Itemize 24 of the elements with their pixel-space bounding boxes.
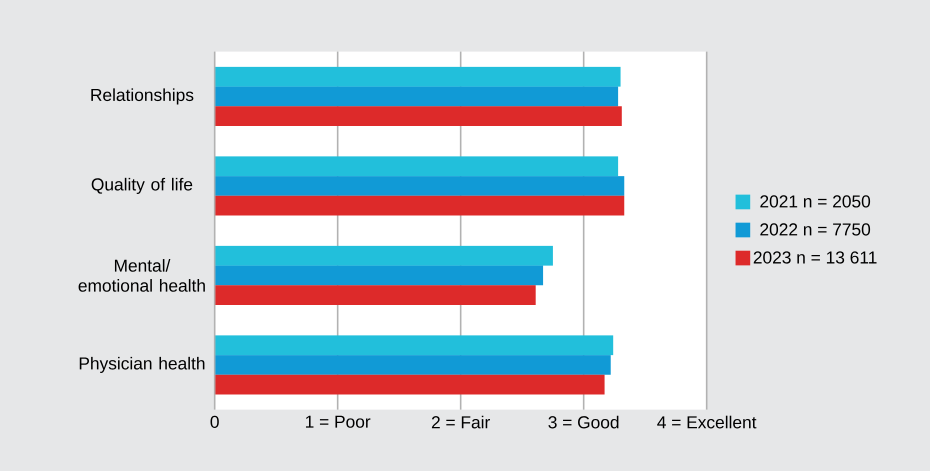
legend-label: 2022 n = 7750 [760,223,870,236]
bar [214,266,544,286]
y-tick-label: Relationships [91,88,194,104]
legend-label: 2021 n = 2050 [760,195,870,208]
bar [214,285,536,305]
y-tick-label: Physician health [80,356,204,373]
bar [214,176,624,196]
bar [214,156,618,176]
bar [214,335,614,356]
x-tick-label: 4 = Excellent [657,416,756,428]
bar [214,106,622,126]
x-tick-label: 3 = Good [548,416,618,428]
bar [214,86,618,106]
x-tick-label: 0 [210,416,219,428]
x-tick-label: 1 = Poor [306,416,370,428]
bar [214,66,621,87]
bar [214,196,624,216]
legend-label: 2023 n = 13 611 [754,251,877,264]
bar [214,374,605,394]
y-tick-label: Mental/ emotional health [78,259,205,292]
bar [214,246,553,266]
y-tick-label: Quality of life [92,178,192,194]
bar [214,355,611,375]
x-tick-label: 2 = Fair [432,416,490,428]
